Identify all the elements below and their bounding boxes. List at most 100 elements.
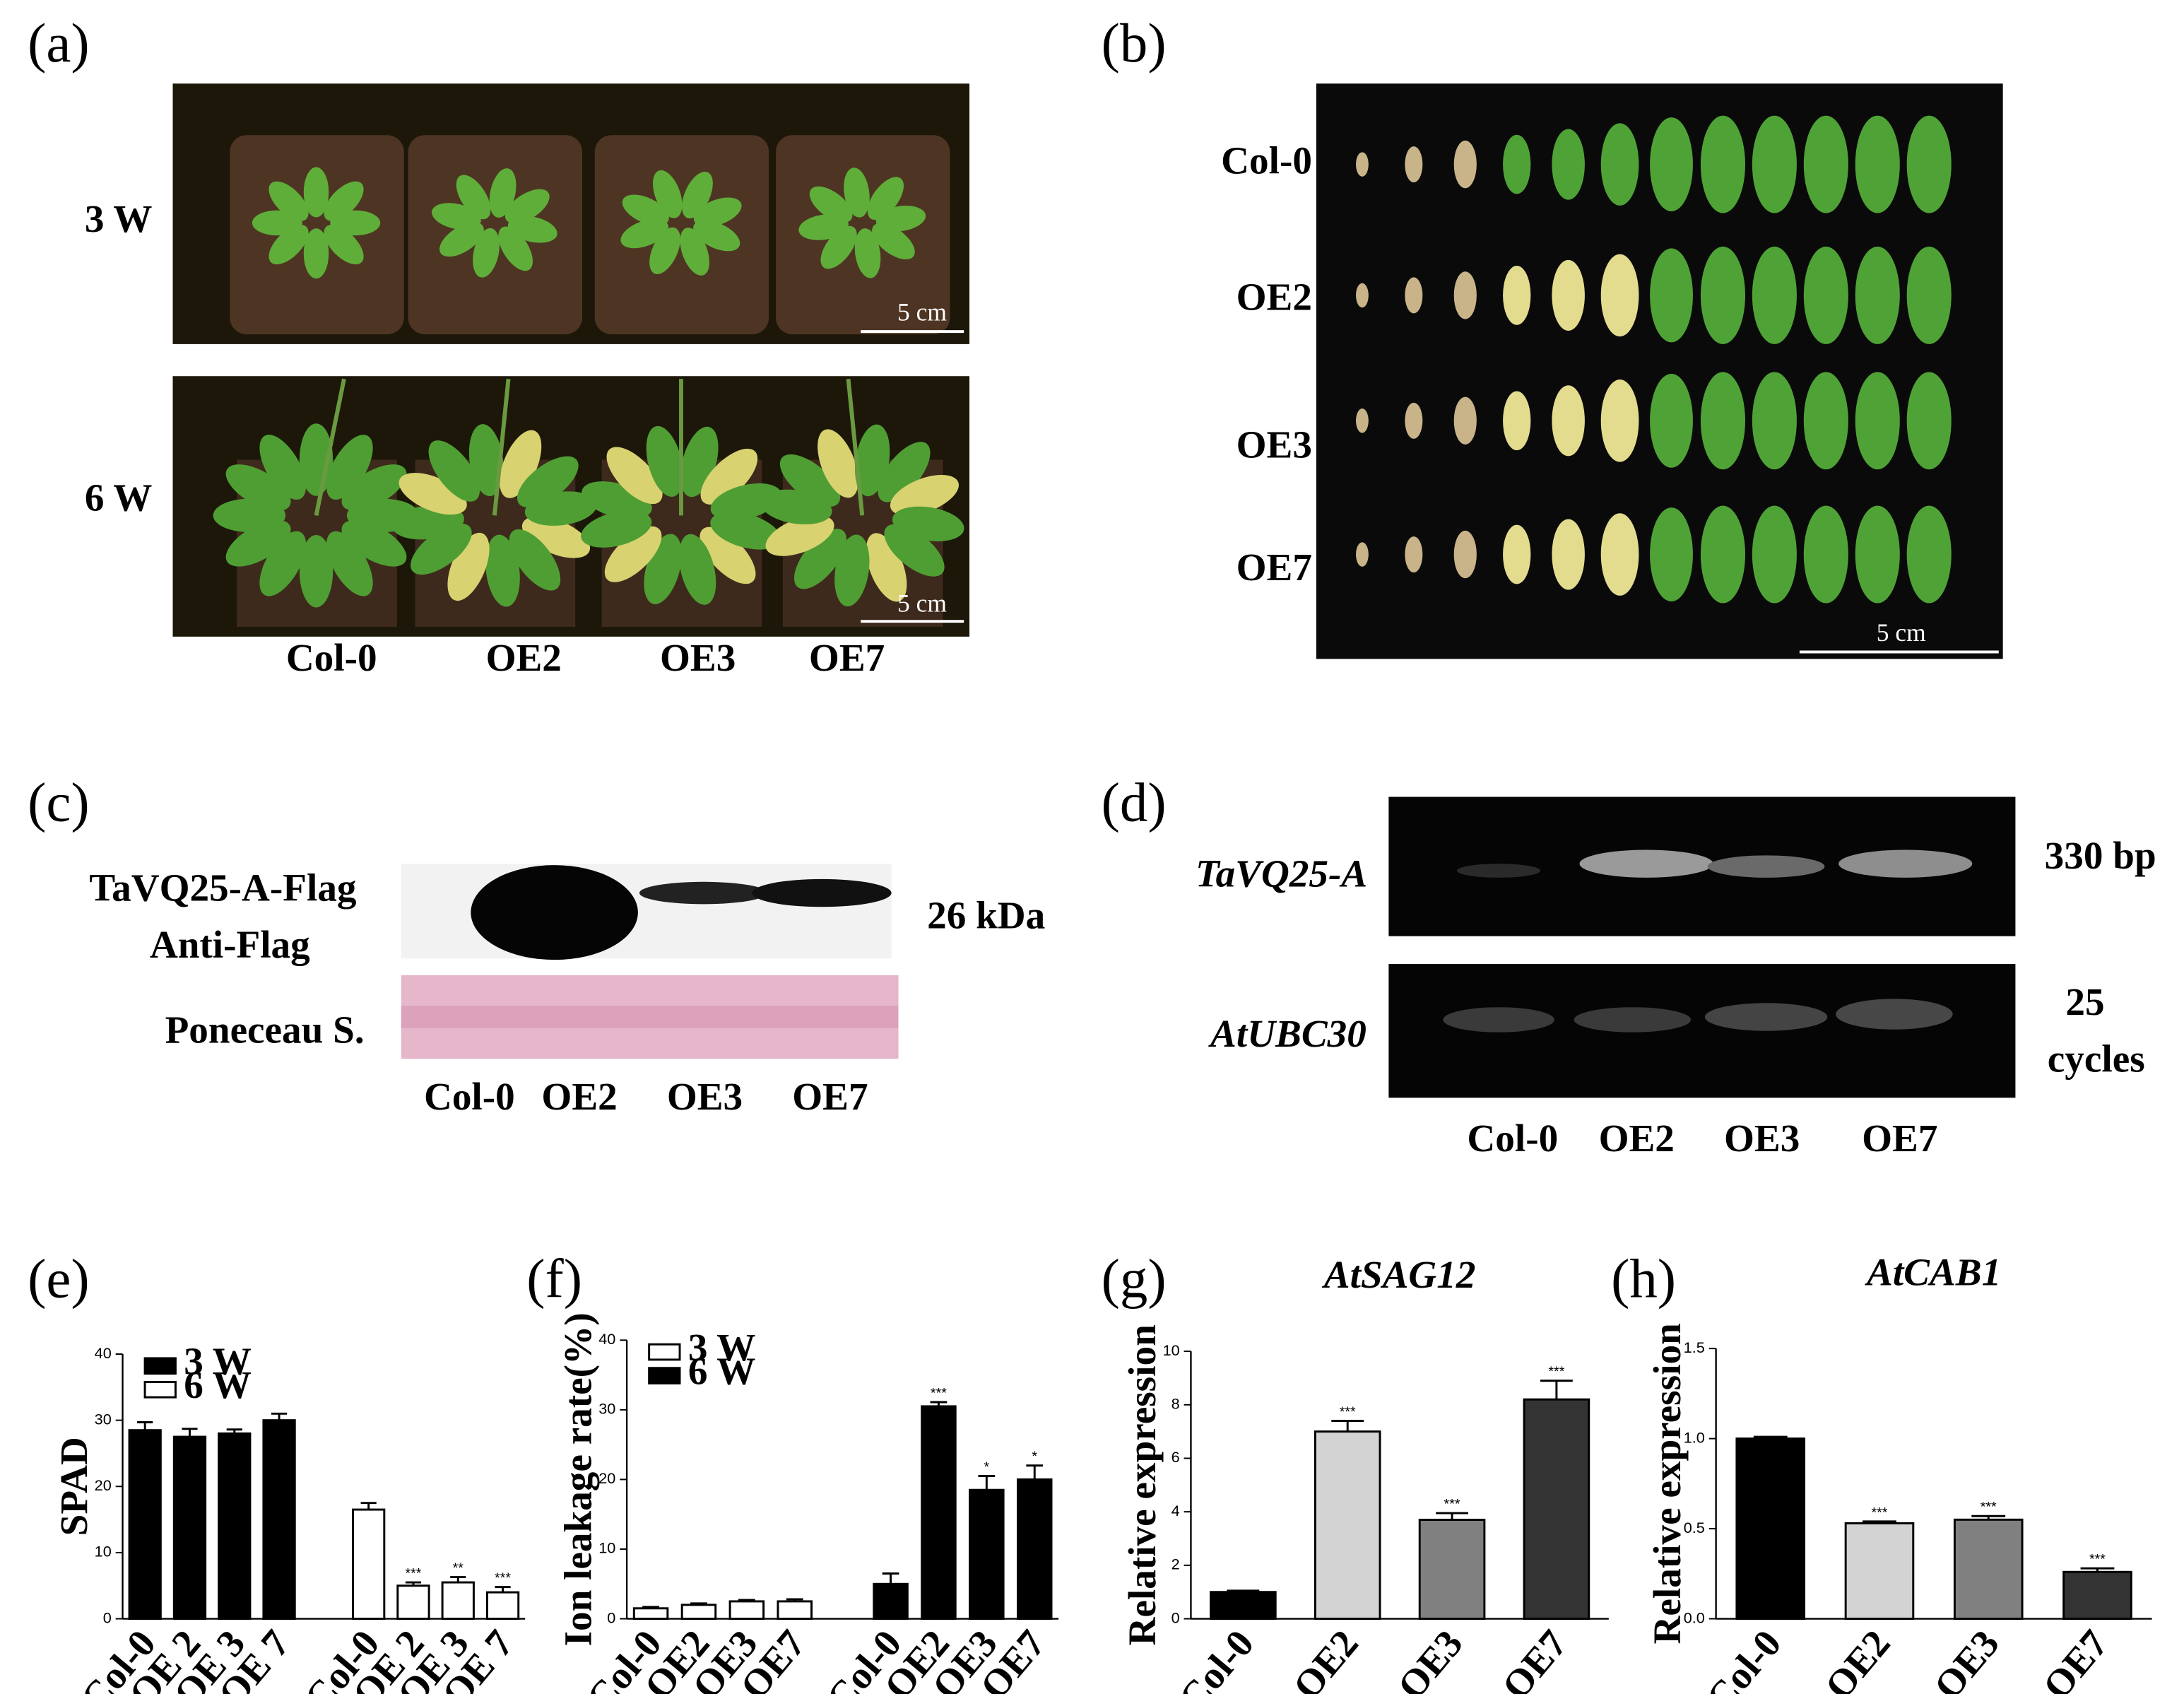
error-bar — [1971, 1514, 2006, 1520]
blot-band — [471, 865, 638, 960]
leaf — [693, 197, 742, 227]
leaf — [1855, 115, 1900, 213]
row-label: TaVQ25-A-Flag — [89, 866, 357, 909]
gene-label: TaVQ25-A — [1196, 852, 1367, 895]
leaf — [1552, 519, 1585, 590]
lane-label: OE7 — [1862, 1117, 1937, 1160]
bar — [873, 1582, 909, 1621]
leaf — [700, 527, 756, 584]
leaf — [1700, 372, 1746, 470]
leaf — [779, 454, 841, 507]
significance: * — [984, 1459, 990, 1475]
error-bar — [1863, 1520, 1896, 1524]
leaf — [1700, 115, 1746, 213]
leaf — [604, 526, 662, 582]
error-bar — [137, 1421, 153, 1430]
leaf — [326, 435, 373, 500]
leaf — [489, 168, 517, 218]
panel-label: (d) — [1102, 772, 1167, 833]
gel-band — [1443, 1007, 1554, 1033]
y-tick-label: 1.0 — [1684, 1428, 1705, 1446]
product-size: 330 bp — [2045, 834, 2156, 877]
error-bar — [2080, 1567, 2115, 1572]
gene-label: AtUBC30 — [1208, 1012, 1367, 1055]
leaf — [878, 442, 931, 502]
error-bar — [226, 1428, 242, 1434]
leaf — [1752, 372, 1797, 470]
x-tick-label: OE3 — [1389, 1622, 1471, 1694]
leaf — [521, 516, 591, 558]
leaf — [606, 447, 663, 505]
leaf — [1906, 505, 1952, 604]
gel-band — [1574, 1007, 1692, 1033]
leaf — [1356, 408, 1369, 433]
leaf — [1650, 248, 1693, 343]
leaf — [428, 440, 480, 502]
leaf — [324, 181, 364, 221]
error-bar — [271, 1412, 288, 1421]
bar — [680, 1604, 717, 1621]
leaf — [509, 529, 561, 591]
leaf — [1752, 115, 1797, 213]
leaf — [653, 170, 683, 218]
scale-label: 5 cm — [897, 589, 947, 618]
lane-label: OE2 — [541, 1075, 617, 1118]
row-label: 6 W — [85, 476, 153, 519]
leaf — [820, 225, 857, 269]
ponceau-band — [401, 1006, 899, 1028]
leaf — [854, 228, 881, 278]
scale-label: 5 cm — [1877, 618, 1926, 647]
stem — [492, 378, 511, 516]
leaf — [1405, 146, 1423, 183]
legend-label: 3 W — [184, 1339, 252, 1382]
leaf — [259, 435, 307, 500]
leaf — [504, 189, 550, 224]
row-label: 3 W — [85, 197, 153, 240]
blot-band — [752, 878, 892, 907]
leaf — [341, 519, 407, 567]
leaf — [507, 216, 557, 243]
significance: *** — [2089, 1552, 2106, 1567]
leaf — [439, 222, 484, 257]
lane-label: OE2 — [486, 636, 562, 679]
x-tick-label: Col-0 — [1698, 1622, 1789, 1694]
leaf — [324, 225, 364, 265]
y-tick-label: 8 — [1171, 1395, 1180, 1413]
panel-label: (f) — [526, 1249, 582, 1310]
y-axis-label: Relative expression — [1646, 1323, 1689, 1644]
bar — [1735, 1437, 1806, 1621]
error-bar — [405, 1581, 422, 1586]
leaf — [1906, 372, 1952, 470]
leaf — [517, 456, 579, 508]
legend-swatch — [648, 1367, 681, 1384]
bar — [1016, 1478, 1053, 1621]
error-bar — [882, 1572, 899, 1584]
stem — [846, 378, 865, 516]
band-size: 26 kDa — [927, 894, 1045, 937]
leaf — [1650, 507, 1693, 602]
leaf — [1700, 246, 1746, 344]
y-tick-label: 6 — [1171, 1448, 1180, 1466]
leaf — [411, 523, 472, 575]
leaf — [473, 228, 500, 278]
legend-label: 3 W — [688, 1326, 756, 1369]
leaf — [679, 534, 716, 605]
row-label: OE2 — [1236, 275, 1312, 318]
leaf — [809, 186, 853, 223]
leaf — [794, 529, 847, 589]
y-axis-label: Relative expression — [1121, 1324, 1164, 1645]
error-bar — [642, 1606, 659, 1608]
significance: *** — [495, 1570, 511, 1586]
leaf — [1803, 115, 1848, 213]
x-tick-label: OE2 — [1817, 1622, 1899, 1694]
leaf — [890, 474, 959, 516]
leaf — [1453, 530, 1477, 579]
legend-label: 6 W — [184, 1363, 252, 1406]
y-tick-label: 0.0 — [1684, 1608, 1705, 1626]
lane-label: OE7 — [792, 1075, 868, 1118]
leaf — [303, 228, 329, 279]
error-bar — [1540, 1380, 1573, 1400]
gel-band — [1456, 864, 1541, 878]
bar — [485, 1591, 520, 1621]
